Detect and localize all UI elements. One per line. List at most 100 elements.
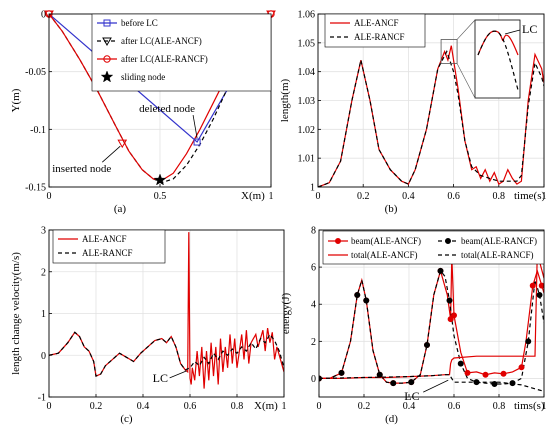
legend: ALE-ANCF ALE-RANCF bbox=[52, 229, 166, 264]
y-tick-label: 1.03 bbox=[298, 96, 316, 107]
legend-label: sliding node bbox=[121, 72, 165, 82]
annotation-lc: LC bbox=[153, 371, 168, 385]
annotation-arrow bbox=[169, 370, 187, 379]
data-point bbox=[457, 360, 464, 367]
panel-caption: (c) bbox=[120, 413, 133, 425]
panel-caption: (a) bbox=[114, 203, 127, 215]
legend: beam(ALE-ANCF) beam(ALE-RANCF) total(ALE-A… bbox=[322, 230, 545, 265]
y-tick-label: -0.05 bbox=[25, 67, 46, 78]
x-tick-label: 0.8 bbox=[493, 191, 506, 202]
axes-frame bbox=[318, 229, 545, 398]
x-tick-label: 1 bbox=[269, 191, 274, 202]
x-tick-label: 0.8 bbox=[493, 401, 506, 412]
legend-box bbox=[91, 13, 272, 92]
data-point bbox=[319, 375, 322, 382]
legend-label: ALE-RANCF bbox=[354, 32, 405, 42]
data-point bbox=[376, 371, 383, 378]
data-point bbox=[354, 291, 361, 298]
data-point bbox=[390, 380, 397, 387]
x-axis-label: tims(s) bbox=[514, 400, 545, 412]
y-tick-label: 0 bbox=[311, 374, 316, 385]
legend-label: total(ALE-ANCF) bbox=[351, 250, 418, 260]
series-group bbox=[49, 232, 284, 389]
zoom-connector bbox=[456, 19, 476, 40]
panel-caption: (b) bbox=[385, 203, 398, 215]
legend-marker bbox=[102, 37, 112, 47]
y-tick-label: 1.05 bbox=[298, 38, 316, 49]
legend-label: after LC(ALE-ANCF) bbox=[121, 36, 202, 46]
x-tick-label: 0 bbox=[47, 401, 52, 412]
legend-label: before LC bbox=[121, 18, 158, 28]
legend-marker bbox=[103, 19, 111, 27]
series-line-total-ale-rancf- bbox=[319, 374, 544, 392]
y-tick-label: 2 bbox=[41, 267, 46, 278]
data-point bbox=[482, 371, 489, 378]
legend-marker bbox=[103, 55, 111, 63]
data-point bbox=[509, 380, 516, 387]
sliding-node-marker bbox=[153, 173, 167, 186]
data-point bbox=[363, 297, 370, 304]
annotation-arrow bbox=[192, 114, 198, 139]
data-point bbox=[423, 342, 430, 349]
x-tick-label: 0.4 bbox=[403, 401, 416, 412]
y-tick-label: 1.02 bbox=[298, 125, 316, 136]
legend-marker bbox=[334, 237, 341, 244]
y-tick-label: -0.1 bbox=[30, 125, 46, 136]
data-point bbox=[446, 297, 453, 304]
y-tick-label: 4 bbox=[311, 300, 316, 311]
data-point bbox=[529, 282, 536, 289]
zoom-connector bbox=[456, 63, 476, 99]
x-tick-label: 0 bbox=[316, 191, 321, 202]
data-point bbox=[437, 267, 444, 274]
annotation-deleted-node: deleted node bbox=[139, 103, 195, 115]
data-point bbox=[538, 282, 544, 289]
series-line-ale-rancf bbox=[49, 331, 284, 377]
data-point bbox=[500, 370, 507, 377]
zoom-box bbox=[440, 39, 458, 64]
y-tick-label: 1.01 bbox=[298, 154, 316, 165]
panel-d: 0 0.2 0.4 0.6 0.8 1 0 2 4 6 8 LC tims(s) energy(J) (d)… bbox=[280, 226, 547, 426]
data-point bbox=[525, 338, 532, 345]
y-tick-label: 1.06 bbox=[298, 10, 316, 21]
y-tick-label: -0.15 bbox=[25, 183, 46, 194]
legend: ALE-ANCF ALE-RANCF bbox=[324, 13, 426, 48]
y-axis-label: length change velocity(m/s) bbox=[10, 252, 22, 375]
x-tick-label: 0.2 bbox=[90, 401, 103, 412]
data-point bbox=[491, 381, 498, 388]
legend-label: ALE-ANCF bbox=[354, 18, 399, 28]
series-group bbox=[318, 45, 544, 187]
data-point bbox=[464, 369, 471, 376]
data-point bbox=[408, 379, 415, 386]
inset-line-rancf bbox=[477, 30, 519, 91]
x-tick-label: 0.6 bbox=[447, 191, 460, 202]
y-tick-label: -1 bbox=[38, 393, 46, 404]
x-tick-label: 0.6 bbox=[184, 401, 197, 412]
data-point bbox=[447, 316, 454, 323]
y-tick-label: 6 bbox=[311, 263, 316, 274]
y-axis-label: energy(J) bbox=[280, 292, 292, 334]
legend-label: ALE-RANCF bbox=[82, 248, 133, 258]
x-axis-label: time(s) bbox=[514, 190, 545, 202]
legend-marker bbox=[100, 70, 114, 83]
legend-marker bbox=[444, 237, 451, 244]
legend-box bbox=[322, 230, 545, 265]
x-tick-label: 1 bbox=[542, 191, 547, 202]
series-line-beam-ale-ancf- bbox=[319, 255, 544, 384]
y-tick-label: 1.04 bbox=[298, 67, 316, 78]
y-tick-label: 8 bbox=[311, 226, 316, 237]
x-tick-label: 0 bbox=[47, 191, 52, 202]
panel-a: 0 0.5 1 0 -0.05 -0.1 -0.15 deleted node inserted… bbox=[10, 10, 276, 215]
x-tick-label: 0 bbox=[317, 401, 322, 412]
x-tick-label: 0.5 bbox=[154, 191, 167, 202]
annotation-arrow bbox=[504, 29, 521, 35]
series-line-beam-ale-rancf- bbox=[319, 269, 544, 385]
legend-label: beam(ALE-RANCF) bbox=[461, 236, 537, 246]
data-point bbox=[473, 379, 480, 386]
x-tick-label: 1 bbox=[282, 401, 287, 412]
triangle-marker bbox=[117, 139, 128, 149]
x-axis-label: X(m) bbox=[241, 190, 265, 202]
y-tick-label: 0 bbox=[41, 351, 46, 362]
legend-label: after LC(ALE-RANCF) bbox=[121, 54, 208, 64]
annotation-arrow bbox=[101, 145, 121, 163]
square-marker bbox=[193, 138, 201, 146]
